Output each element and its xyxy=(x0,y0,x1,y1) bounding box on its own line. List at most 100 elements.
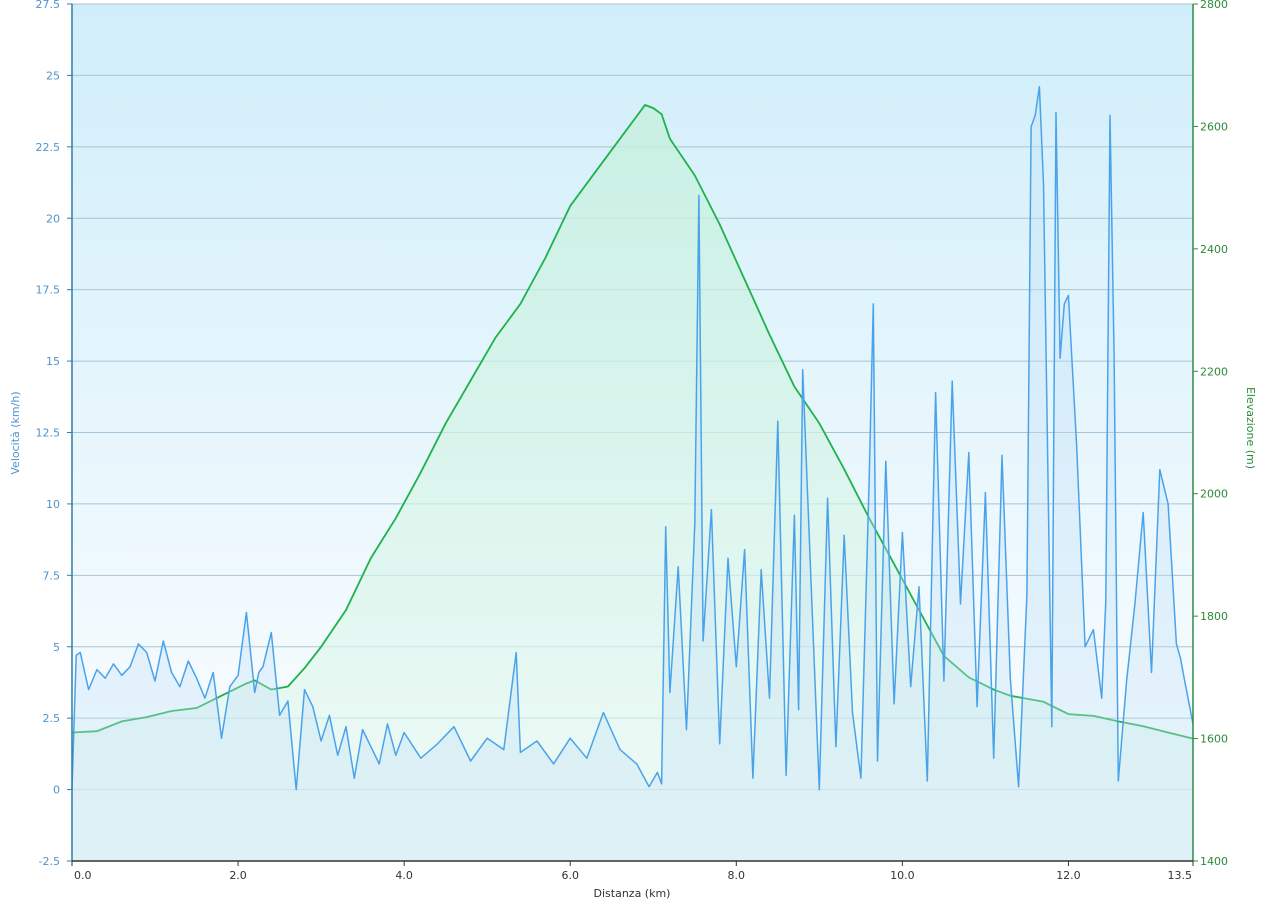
elevation-point xyxy=(304,667,305,669)
speed-point xyxy=(943,680,945,682)
elevation-point xyxy=(843,468,845,470)
left-tick-label: 12.5 xyxy=(36,427,61,440)
speed-point xyxy=(1167,503,1169,505)
elevation-point xyxy=(769,334,770,336)
speed-point xyxy=(661,783,663,785)
speed-point xyxy=(602,712,604,713)
speed-point xyxy=(648,786,650,788)
speed-point xyxy=(75,654,77,656)
speed-point xyxy=(137,643,139,645)
speed-point xyxy=(171,672,173,673)
speed-point xyxy=(370,746,372,748)
elevation-point xyxy=(719,223,721,225)
speed-point xyxy=(872,303,874,305)
speed-point xyxy=(121,674,123,676)
elevation-point xyxy=(652,107,654,109)
elevation-point xyxy=(619,138,621,140)
speed-point xyxy=(569,737,571,739)
speed-point xyxy=(901,532,903,533)
elevation-point xyxy=(669,138,671,140)
speed-point xyxy=(245,612,247,613)
speed-point xyxy=(827,497,829,499)
x-tick-label: 8.0 xyxy=(728,869,746,882)
speed-point xyxy=(702,640,704,642)
elevation-point xyxy=(420,471,422,473)
speed-point xyxy=(1026,594,1028,596)
speed-point xyxy=(1051,726,1053,728)
elevation-point xyxy=(1026,698,1028,700)
speed-point xyxy=(1018,786,1020,788)
speed-point xyxy=(877,760,878,762)
elevation-point xyxy=(370,557,372,559)
speed-point xyxy=(1105,600,1107,602)
speed-point xyxy=(677,566,679,568)
elevation-point xyxy=(171,710,173,712)
elevation-point xyxy=(519,303,521,305)
speed-point xyxy=(196,677,198,679)
speed-point xyxy=(1009,677,1011,679)
elevation-point xyxy=(254,679,256,681)
speed-point xyxy=(793,514,795,516)
speed-point xyxy=(1076,446,1078,448)
y2-axis-title: Elevazione (m) xyxy=(1244,387,1257,469)
speed-point xyxy=(1038,86,1040,88)
speed-point xyxy=(1142,512,1144,513)
speed-point xyxy=(436,743,438,745)
elevation-point xyxy=(470,380,472,381)
speed-point xyxy=(843,534,845,536)
left-tick-label: 5 xyxy=(53,641,60,654)
speed-point xyxy=(960,603,961,605)
speed-point xyxy=(1055,112,1057,114)
speed-point xyxy=(470,760,472,762)
speed-point xyxy=(968,452,970,453)
right-tick-label: 2600 xyxy=(1200,120,1228,133)
left-tick-label: 7.5 xyxy=(43,569,61,582)
elevation-point xyxy=(495,337,496,339)
speed-point xyxy=(818,789,820,791)
x-axis-ticks: 0.0 2.0 4.0 6.0 8.0 10.0 12.0 13.5 xyxy=(71,861,1194,882)
right-tick-label: 2000 xyxy=(1200,488,1228,501)
speed-point xyxy=(752,777,754,779)
elevation-point xyxy=(818,422,820,424)
elevation-point xyxy=(793,386,795,388)
elevation-point xyxy=(644,104,646,106)
speed-point xyxy=(769,697,770,699)
speed-point xyxy=(212,672,214,673)
speed-point xyxy=(345,726,347,728)
speed-point xyxy=(129,666,131,668)
speed-point xyxy=(503,749,505,751)
speed-point xyxy=(669,692,671,693)
speed-point xyxy=(1067,294,1069,296)
speed-point xyxy=(810,580,812,582)
speed-point xyxy=(1043,183,1044,185)
speed-point xyxy=(586,757,588,759)
speed-point xyxy=(162,640,164,642)
elevation-point xyxy=(121,720,123,722)
speed-point xyxy=(694,523,696,525)
speed-point xyxy=(295,789,297,791)
left-tick-label: -2.5 xyxy=(39,855,60,868)
x-tick-label: 10.0 xyxy=(890,869,915,882)
speed-point xyxy=(258,672,260,673)
elevation-point xyxy=(245,683,247,684)
speed-point xyxy=(976,706,978,708)
x-axis-title: Distanza (km) xyxy=(594,887,671,900)
left-tick-label: 10 xyxy=(46,498,60,511)
speed-point xyxy=(926,780,928,782)
speed-point xyxy=(860,777,862,779)
speed-point xyxy=(1001,454,1003,456)
elevation-point xyxy=(1092,715,1094,717)
speed-point xyxy=(735,666,737,668)
speed-line xyxy=(71,86,1194,791)
speed-point xyxy=(312,706,314,708)
speed-point xyxy=(744,549,746,551)
elevation-point xyxy=(96,730,98,732)
speed-point xyxy=(204,697,206,699)
speed-point xyxy=(279,714,281,716)
speed-point xyxy=(486,737,488,739)
elevation-point xyxy=(221,695,222,697)
x-tick-label: 13.5 xyxy=(1168,869,1193,882)
speed-point xyxy=(1134,603,1136,605)
right-tick-label: 2200 xyxy=(1200,365,1228,378)
